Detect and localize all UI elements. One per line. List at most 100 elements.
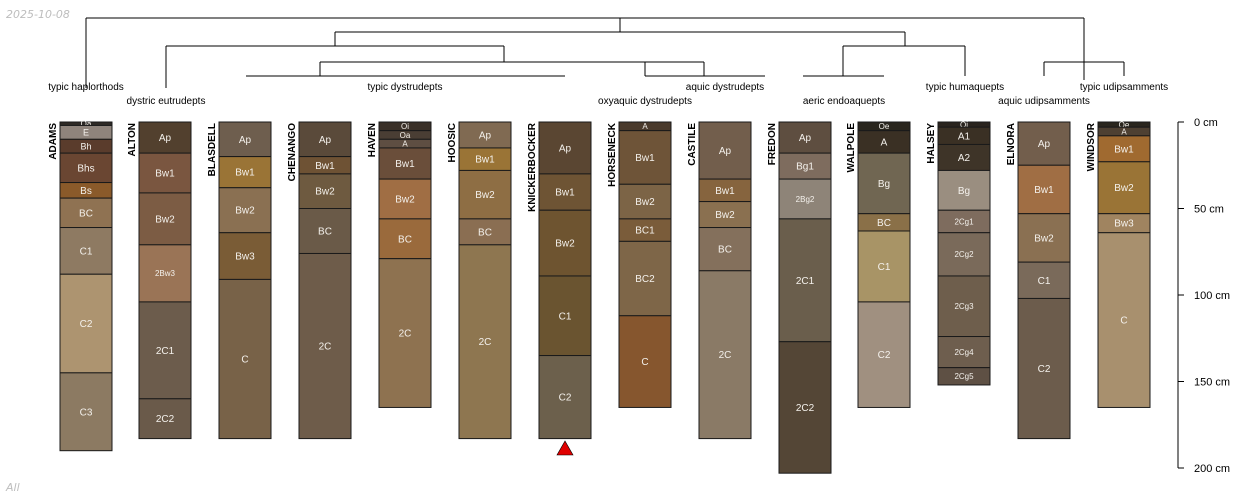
horizon-c3 [59, 372, 113, 452]
horizon-label: 2Cg1 [954, 217, 974, 226]
horizon-label: Bw2 [555, 239, 575, 250]
horizon-bw1 [378, 147, 432, 180]
horizon-label: A [402, 139, 408, 148]
horizon-ap [538, 121, 592, 175]
profile-name: ADAMS [48, 123, 59, 160]
horizon-label: Bw2 [635, 197, 655, 208]
depth-tick-label: 0 cm [1194, 117, 1218, 129]
horizon-label: Bg [878, 179, 890, 190]
subgroup-label: typic haplorthods [48, 82, 124, 93]
horizon-bw1 [1017, 164, 1071, 215]
horizon-bw1 [618, 130, 672, 185]
horizon-bw1 [538, 173, 592, 211]
profile-name: KNICKERBOCKER [527, 122, 538, 212]
profile-name: CASTILE [687, 123, 698, 166]
profile-name: HALSEY [926, 123, 937, 164]
depth-tick-label: 100 cm [1194, 290, 1230, 302]
horizon-label: Bw2 [395, 194, 415, 205]
horizon-label: Bw2 [475, 190, 495, 201]
depth-tick-label: 50 cm [1194, 204, 1224, 216]
profile-chenango: Ap Bw1 Bw2 BC 2C CHENANGO [287, 121, 352, 440]
profile-adams: OaE Bh Bhs Bs BC C1 C2 C3 ADAMS [48, 120, 113, 452]
horizon-label: E [83, 128, 89, 138]
horizon-label: Ap [719, 146, 732, 157]
profile-name: FREDON [767, 123, 778, 165]
horizon-2c2 [138, 398, 192, 440]
horizon-c [1097, 232, 1151, 408]
horizon-2cg3 [937, 275, 991, 338]
profile-alton: Ap Bw1 Bw2 2Bw3 2C1 2C2 ALTON [127, 121, 192, 440]
horizon-label: BC [478, 227, 492, 238]
horizon-label: Oe [879, 122, 890, 131]
horizon-label: 2Bw3 [155, 269, 176, 278]
horizon-label: BC [877, 218, 891, 229]
horizon-c2 [59, 273, 113, 374]
profile-hoosic: Ap Bw1 Bw2 BC 2C HOOSIC [447, 121, 512, 440]
horizon-bw2 [698, 201, 752, 229]
horizon-label: BC1 [635, 226, 655, 237]
horizon-2c [698, 270, 752, 440]
horizon-ap [698, 121, 752, 180]
horizon-a2 [937, 143, 991, 171]
horizon-label: Bw2 [1114, 183, 1134, 194]
subgroup-label: oxyaquic dystrudepts [598, 96, 692, 107]
horizon-label: C2 [559, 393, 572, 404]
horizon-label: Ap [159, 133, 172, 144]
horizon-label: Ap [559, 143, 572, 154]
horizon-bw2 [138, 192, 192, 246]
horizon-2bw3 [138, 244, 192, 303]
profile-name: WINDSOR [1086, 122, 1097, 171]
horizon-label: 2C [399, 329, 412, 340]
horizon-label: Oa [400, 131, 411, 140]
horizon-label: Ap [799, 133, 812, 144]
horizon-label: Bw1 [395, 159, 415, 170]
horizon-label: C1 [878, 262, 891, 273]
horizon-label: Bw1 [235, 168, 255, 179]
horizon-c [218, 278, 272, 440]
horizon-label: BC2 [635, 274, 655, 285]
horizon-c2 [1017, 297, 1071, 440]
horizon-c2 [857, 301, 911, 408]
subgroup-label: typic dystrudepts [367, 82, 442, 93]
horizon-label: 2C2 [156, 414, 175, 425]
horizon-c1 [59, 227, 113, 275]
horizon-bw2 [1017, 213, 1071, 263]
horizon-label: BC [79, 208, 93, 219]
horizon-label: Oa [81, 120, 92, 129]
horizon-c1 [1017, 261, 1071, 299]
horizon-label: Ap [479, 130, 492, 141]
horizon-label: A [642, 122, 648, 131]
horizon-label: C2 [80, 319, 93, 330]
horizon-2cg5 [937, 367, 991, 386]
horizon-c [618, 315, 672, 408]
horizon-label: Bw1 [475, 155, 495, 166]
horizon-label: Bw1 [555, 188, 575, 199]
depth-tick-label: 200 cm [1194, 463, 1230, 475]
marker-triangle [556, 440, 574, 456]
profile-name: HOOSIC [447, 123, 458, 162]
horizon-label: C [641, 357, 648, 368]
horizon-label: BC [398, 234, 412, 245]
horizon-2c2 [778, 341, 832, 474]
horizon-2c [458, 244, 512, 440]
horizon-label: A [881, 137, 888, 148]
profile-windsor: OeA Bw1 Bw2 Bw3 C WINDSOR [1086, 120, 1151, 408]
horizon-ap [1017, 121, 1071, 166]
horizon-2c1 [778, 218, 832, 343]
horizon-label: C2 [1038, 364, 1051, 375]
horizon-label: Ap [1038, 139, 1051, 150]
profile-horseneck: A Bw1 Bw2 BC1 BC2 C HORSENECK [607, 121, 672, 408]
horizon-label: C [241, 355, 248, 366]
horizon-label: Bw2 [315, 187, 335, 198]
horizon-label: 2Cg4 [954, 348, 974, 357]
footer-label: All [6, 481, 20, 494]
horizon-2c1 [138, 301, 192, 400]
horizon-label: C1 [1038, 276, 1051, 287]
horizon-ap [778, 121, 832, 154]
subgroup-label: typic udipsamments [1080, 82, 1168, 93]
horizon-label: Bg [958, 186, 970, 197]
horizon-label: A1 [958, 131, 971, 142]
horizon-label: Bw1 [1114, 144, 1134, 155]
profile-name: WALPOLE [846, 123, 857, 173]
